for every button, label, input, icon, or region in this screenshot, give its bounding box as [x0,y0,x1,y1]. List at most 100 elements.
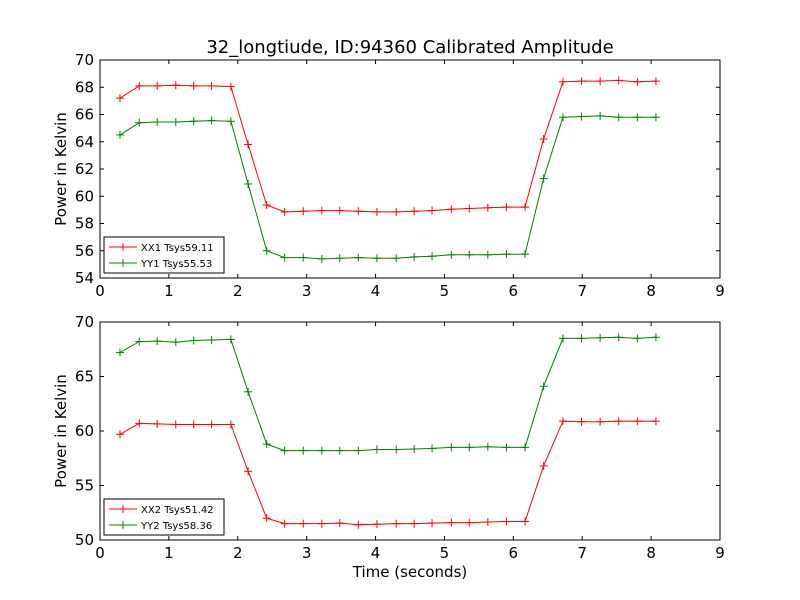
data-point [262,440,271,449]
legend-label: YY2 Tsys58.36 [140,521,212,532]
data-point [596,417,605,426]
data-point [392,445,401,454]
y-tick-label: 54 [75,269,94,287]
top-panel: 32_longtiude, ID:94360 Calibrated Amplit… [52,37,725,300]
data-point [447,443,456,452]
data-point [171,81,180,90]
legend-label: XX2 Tsys51.42 [141,505,214,516]
data-point [539,135,548,144]
x-tick-label: 6 [509,544,519,562]
data-point [317,519,326,528]
data-point [558,77,567,86]
data-point [135,118,144,127]
data-point [280,519,289,528]
data-point [410,207,419,216]
legend-label: XX1 Tsys59.11 [141,243,214,254]
data-point [244,467,253,476]
data-point [171,117,180,126]
data-point [428,519,437,528]
data-point [465,518,474,527]
data-point [153,337,162,346]
data-point [244,140,253,149]
x-tick-label: 2 [233,544,243,562]
data-point [207,420,216,429]
data-point [372,445,381,454]
x-tick-label: 8 [646,544,656,562]
x-tick-label: 3 [302,544,312,562]
data-point [335,254,344,263]
data-point [410,444,419,453]
x-tick-label: 9 [715,544,725,562]
data-point [483,203,492,212]
legend: XX1 Tsys59.11 YY1 Tsys55.53 [103,236,225,274]
data-point [372,520,381,529]
data-point [115,348,124,357]
data-point [558,113,567,122]
data-point [115,130,124,139]
data-point [465,443,474,452]
x-tick-label: 1 [164,544,174,562]
data-point [447,250,456,259]
data-point [614,333,623,342]
data-point [299,207,308,216]
data-point [354,446,363,455]
data-point [651,417,660,426]
data-point [614,113,623,122]
data-point [577,77,586,86]
data-point [502,203,511,212]
y-tick-label: 62 [75,160,94,178]
data-point [262,246,271,255]
data-point [539,461,548,470]
data-point [135,337,144,346]
legend: XX2 Tsys51.42 YY2 Tsys58.36 [103,498,225,536]
x-tick-label: 2 [233,282,243,300]
data-point [335,206,344,215]
data-point [577,112,586,121]
data-point [280,253,289,262]
data-point [226,117,235,126]
bottom-panel: 0 1 2 3 4 5 6 7 8 9 50 55 60 65 70 Power in Kelvin Time … [52,313,725,581]
y-tick-label: 56 [75,242,94,260]
y-tick-label: 66 [75,106,94,124]
x-tick-label: 5 [440,544,450,562]
data-point [372,207,381,216]
data-point [262,201,271,210]
data-point [465,250,474,259]
data-point [651,77,660,86]
data-point [539,174,548,183]
data-point [596,77,605,86]
x-tick-label: 7 [577,282,587,300]
data-point [521,250,530,259]
data-point [633,77,642,86]
x-tick-label: 4 [371,282,381,300]
data-point [299,446,308,455]
data-point [335,446,344,455]
data-point [483,250,492,259]
y-tick-label: 64 [75,133,94,151]
data-point [171,420,180,429]
legend-box [103,236,225,274]
x-tick-label: 7 [577,544,587,562]
y-tick-label: 68 [75,78,94,96]
legend-box [103,498,225,536]
x-tick-label: 5 [440,282,450,300]
data-point [354,520,363,529]
data-point [428,252,437,261]
y-tick-label: 55 [75,477,94,495]
y-tick-label: 70 [75,51,94,69]
x-tick-label: 4 [371,544,381,562]
data-point [335,519,344,528]
data-point [226,82,235,91]
data-point [354,207,363,216]
x-tick-label: 0 [95,544,105,562]
data-point [354,253,363,262]
data-point [465,204,474,213]
y-tick-label: 50 [75,531,94,549]
data-point [651,113,660,122]
data-point [372,254,381,263]
data-point [577,417,586,426]
data-point [392,254,401,263]
data-point [262,514,271,523]
y-tick-label: 58 [75,215,94,233]
x-tick-label: 9 [715,282,725,300]
